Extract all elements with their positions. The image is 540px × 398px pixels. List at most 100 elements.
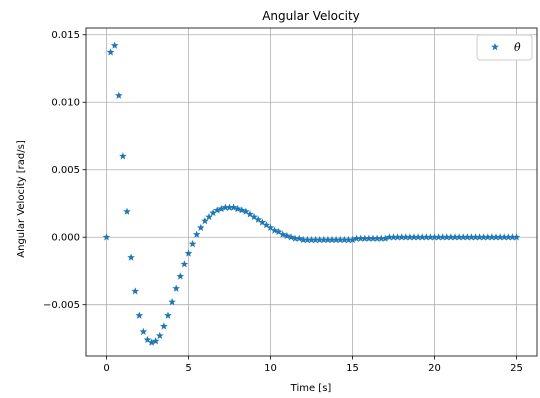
data-point [447,233,455,241]
data-point [344,235,353,244]
legend: θ̇ [476,34,533,61]
data-point [307,235,316,244]
y-tick-label: −0.005 [43,300,80,311]
data-point [385,233,394,241]
data-point [274,227,283,236]
data-point [221,203,230,211]
data-point [434,233,443,241]
x-axis-title: Time [s] [290,383,332,394]
data-point [303,235,312,244]
data-point [471,233,480,241]
data-point [266,223,275,232]
data-point [336,235,344,244]
data-point [352,234,361,242]
y-tick-label: 0.010 [51,98,80,109]
data-point [295,234,303,242]
data-point [467,233,476,241]
axis-ticks: 0 5 10 15 20 25 −0.005 0.000 0.005 0.010 0.015 [43,30,523,374]
data-point [238,206,246,214]
data-point [320,235,328,244]
data-point [168,298,176,306]
data-point [377,234,385,242]
data-point [315,235,324,244]
data-point [246,210,254,218]
data-point [484,233,492,241]
data-point [410,233,418,241]
data-point [488,233,496,241]
data-point [512,233,521,241]
data-point [479,233,488,241]
data-point [381,234,390,242]
data-point [463,233,472,241]
data-point [291,234,299,242]
y-tick-label: 0.000 [51,233,80,244]
data-point [430,233,439,241]
x-tick-label: 15 [346,363,359,374]
data-point [426,233,435,241]
data-point [397,233,406,241]
y-tick-label: 0.015 [51,30,80,41]
data-point [176,272,185,280]
legend-box [476,34,533,61]
data-point [369,234,377,242]
data-point [262,221,271,229]
data-point [299,235,308,244]
data-point [123,207,131,215]
x-tick-label: 25 [510,363,523,374]
data-point [365,234,373,242]
data-point [172,284,180,292]
data-point [143,335,152,344]
data-point [455,233,463,241]
data-point [356,234,365,242]
data-point [213,206,221,214]
data-point [258,218,267,226]
data-point [151,337,160,345]
data-point [402,233,410,241]
data-point [197,223,205,232]
data-point [287,233,295,241]
data-point [192,230,201,238]
data-point [180,260,189,268]
data-point [254,215,262,223]
data-point [340,235,349,244]
y-axis-title: Angular Velocity [rad/s] [16,140,27,258]
data-point [348,235,357,244]
data-point [328,235,336,244]
data-point [393,233,402,241]
data-point [156,331,164,339]
data-point [147,338,156,346]
data-point [110,41,119,49]
data-point [250,212,258,221]
x-tick-label: 10 [264,363,277,374]
data-point [270,226,279,234]
data-point [217,204,226,213]
data-point [459,233,467,241]
data-point [225,203,234,211]
data-point [119,152,127,160]
data-point [164,311,172,319]
x-tick-label: 0 [103,363,109,374]
data-point [496,233,504,241]
data-point [332,235,340,244]
data-points [102,41,521,346]
legend-star-marker [491,43,499,51]
data-point [106,48,115,56]
data-point [201,217,209,225]
data-point [283,231,291,240]
x-tick-label: 20 [428,363,441,374]
data-point [131,287,139,295]
plot-frame [85,27,538,357]
data-point [102,233,111,241]
data-point [324,235,332,244]
data-point [414,233,422,241]
data-point [422,233,431,241]
data-point [418,233,426,241]
data-point [443,233,451,241]
data-point [311,235,320,244]
data-point [492,233,500,241]
data-point [389,233,398,241]
data-point [115,91,123,99]
x-tick-label: 5 [185,363,191,374]
